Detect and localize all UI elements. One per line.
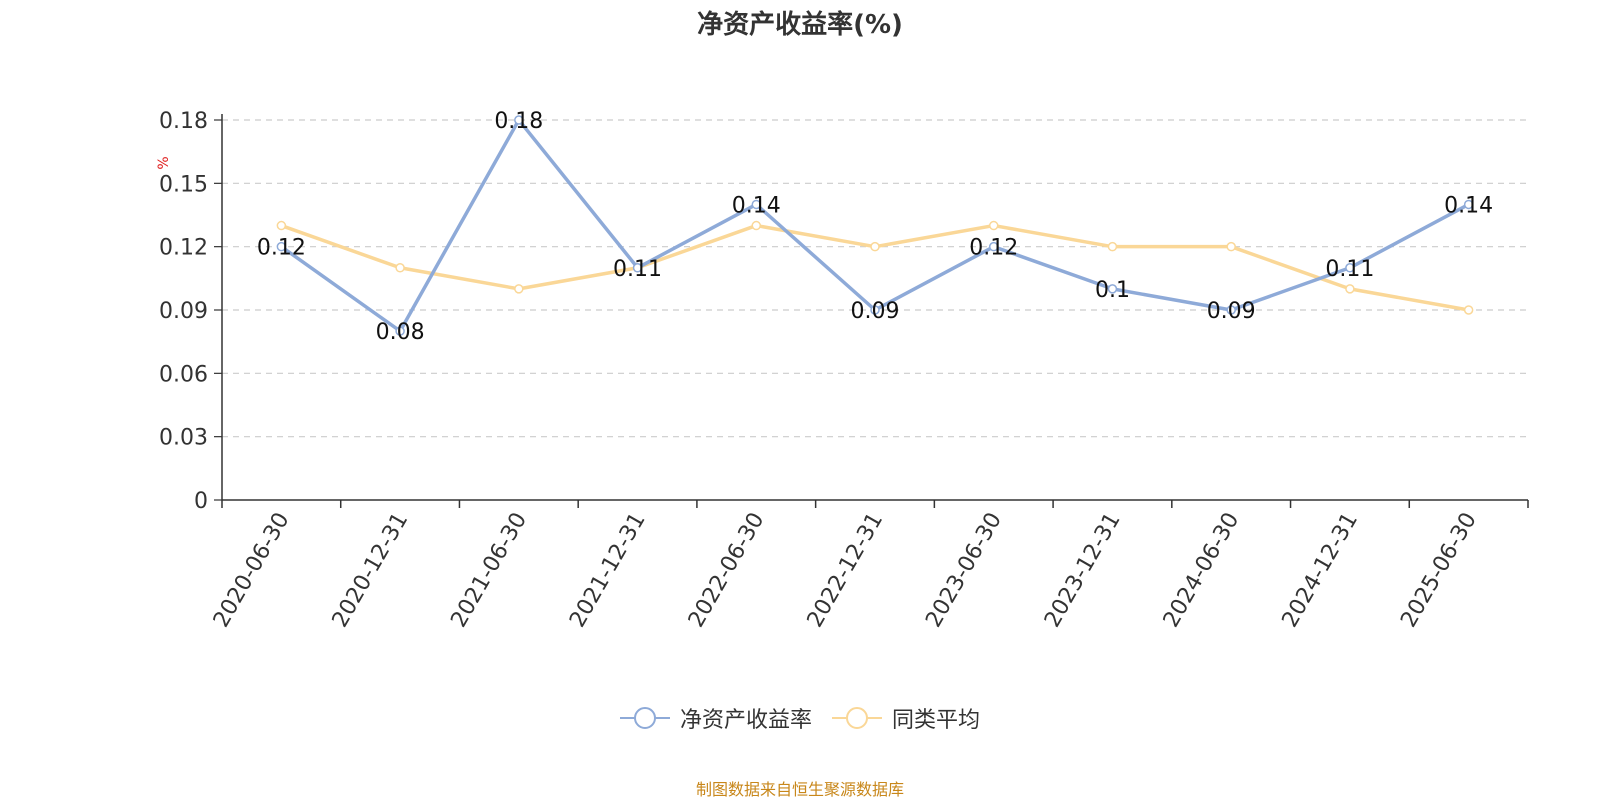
x-tick-label: 2021-06-30 <box>446 509 532 632</box>
data-point-roe <box>988 241 999 252</box>
legend-line-circle-icon <box>832 707 882 729</box>
y-tick-label: 0.03 <box>159 426 208 451</box>
y-tick-label: 0 <box>194 489 208 514</box>
x-tick-label: 2024-12-31 <box>1278 509 1364 632</box>
data-point-peer-average <box>276 220 287 231</box>
data-point-roe <box>276 241 287 252</box>
data-label: 0.1 <box>1095 278 1130 303</box>
data-point-roe <box>1226 305 1236 315</box>
legend-item-roe[interactable]: 净资产收益率 <box>619 702 812 734</box>
x-tick-label: 2023-06-30 <box>921 509 1007 632</box>
data-label: 0.08 <box>376 320 425 345</box>
data-point-peer-average <box>514 284 524 294</box>
y-tick-label: 0.15 <box>159 172 208 197</box>
data-label: 0.12 <box>969 236 1018 261</box>
chart-title: 净资产收益率(%) <box>697 10 903 40</box>
x-tick-label: 2020-06-30 <box>209 509 295 632</box>
x-tick-label: 2024-06-30 <box>1159 509 1245 632</box>
x-tick-label: 2020-12-31 <box>328 509 414 632</box>
data-label: 0.09 <box>1207 299 1256 324</box>
y-tick-label: 0.18 <box>159 109 208 134</box>
x-tick-label: 2022-06-30 <box>684 509 770 632</box>
y-tick-label: 0.09 <box>159 299 208 324</box>
data-point-peer-average <box>1463 305 1474 315</box>
data-point-peer-average <box>1107 241 1118 252</box>
legend: 净资产收益率 同类平均 <box>0 702 1600 734</box>
data-label: 0.18 <box>494 109 543 134</box>
data-point-peer-average <box>395 263 405 273</box>
data-point-roe <box>870 305 880 315</box>
data-source-note: 制图数据来自恒生聚源数据库 <box>695 780 904 799</box>
data-point-roe <box>514 115 524 125</box>
data-label: 0.14 <box>1444 193 1493 218</box>
data-point-roe <box>1345 263 1355 273</box>
data-label: 0.14 <box>732 193 781 218</box>
x-tick-label: 2023-12-31 <box>1040 509 1126 632</box>
data-point-roe <box>632 263 643 273</box>
data-label: 0.09 <box>851 299 900 324</box>
data-point-roe <box>1463 199 1474 210</box>
y-tick-label: 0.12 <box>159 236 208 261</box>
data-point-roe <box>395 326 405 336</box>
legend-line-circle-icon <box>619 707 670 729</box>
y-tick-label: 0.06 <box>159 362 208 387</box>
data-point-roe <box>751 199 762 210</box>
legend-item-peer-average[interactable]: 同类平均 <box>832 702 980 734</box>
data-point-peer-average <box>1226 241 1236 252</box>
data-point-peer-average <box>1345 284 1355 294</box>
data-point-roe <box>1107 284 1118 294</box>
data-label: 0.11 <box>1325 257 1374 282</box>
data-point-peer-average <box>988 220 999 231</box>
data-point-peer-average <box>870 241 880 252</box>
y-axis-unit: % <box>156 156 172 169</box>
x-tick-label: 2021-12-31 <box>565 509 651 632</box>
x-tick-label: 2025-06-30 <box>1396 509 1482 632</box>
data-label: 0.12 <box>257 236 306 261</box>
legend-label-roe: 净资产收益率 <box>679 708 812 733</box>
legend-label-peer-average: 同类平均 <box>892 708 981 733</box>
data-point-peer-average <box>751 220 762 231</box>
data-label: 0.11 <box>613 257 662 282</box>
x-tick-label: 2022-12-31 <box>803 509 889 632</box>
series-line-peer-average <box>280 223 1469 312</box>
